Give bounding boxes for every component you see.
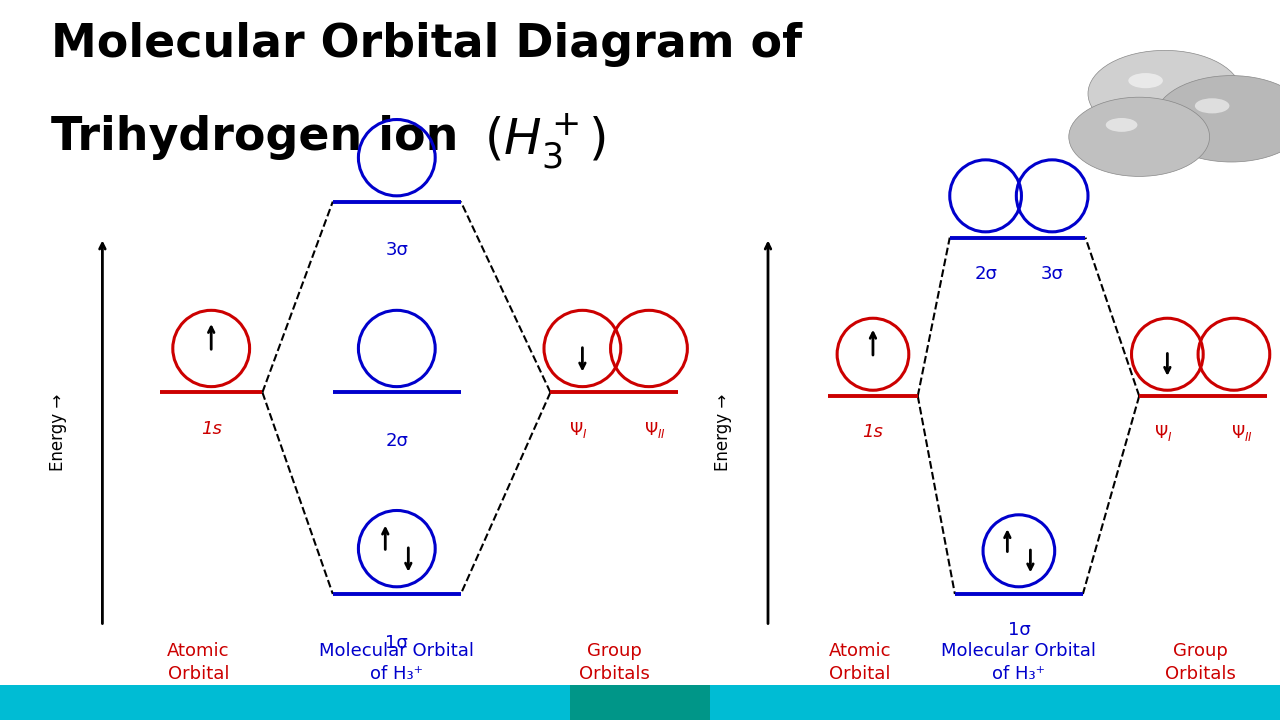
- Ellipse shape: [1091, 109, 1189, 164]
- Text: $\Psi_I$: $\Psi_I$: [570, 420, 588, 440]
- Text: Group
Orbitals: Group Orbitals: [1165, 642, 1236, 683]
- Text: 2σ: 2σ: [385, 432, 408, 450]
- Bar: [570, 685, 710, 720]
- Ellipse shape: [1134, 76, 1196, 111]
- Text: 1s: 1s: [201, 420, 221, 438]
- Text: Group
Orbitals: Group Orbitals: [579, 642, 650, 683]
- Text: 3σ: 3σ: [1041, 265, 1064, 283]
- Text: Atomic
Orbital
of H: Atomic Orbital of H: [168, 642, 229, 706]
- Ellipse shape: [1155, 76, 1280, 162]
- Ellipse shape: [1088, 50, 1242, 137]
- Text: $\Psi_I$: $\Psi_I$: [1155, 423, 1172, 444]
- Ellipse shape: [1111, 121, 1167, 153]
- Text: Trihydrogen ion: Trihydrogen ion: [51, 115, 475, 161]
- Text: $\Psi_{II}$: $\Psi_{II}$: [1230, 423, 1253, 444]
- Text: 1s: 1s: [863, 423, 883, 441]
- Bar: [0, 685, 1280, 720]
- Ellipse shape: [1129, 73, 1162, 88]
- Text: Energy →: Energy →: [49, 393, 67, 471]
- Text: 3σ: 3σ: [385, 241, 408, 259]
- Ellipse shape: [1111, 63, 1219, 124]
- Ellipse shape: [1178, 89, 1280, 149]
- Ellipse shape: [1201, 102, 1262, 136]
- Text: Molecular Orbital Diagram of: Molecular Orbital Diagram of: [51, 22, 803, 67]
- Ellipse shape: [1196, 99, 1229, 113]
- Text: Molecular Orbital
of H₃⁺: Molecular Orbital of H₃⁺: [941, 642, 1097, 683]
- Text: $\Psi_{II}$: $\Psi_{II}$: [644, 420, 667, 440]
- Ellipse shape: [1069, 97, 1210, 176]
- Text: $(H_3^+)$: $(H_3^+)$: [484, 112, 605, 171]
- Text: Molecular Orbital
of H₃⁺: Molecular Orbital of H₃⁺: [319, 642, 475, 683]
- Ellipse shape: [1106, 118, 1138, 132]
- Text: Energy →: Energy →: [714, 393, 732, 471]
- Text: 2σ: 2σ: [974, 265, 997, 283]
- Text: 1σ: 1σ: [1007, 621, 1030, 639]
- Text: Atomic
Orbital
of H: Atomic Orbital of H: [829, 642, 891, 706]
- Text: 1σ: 1σ: [385, 634, 408, 652]
